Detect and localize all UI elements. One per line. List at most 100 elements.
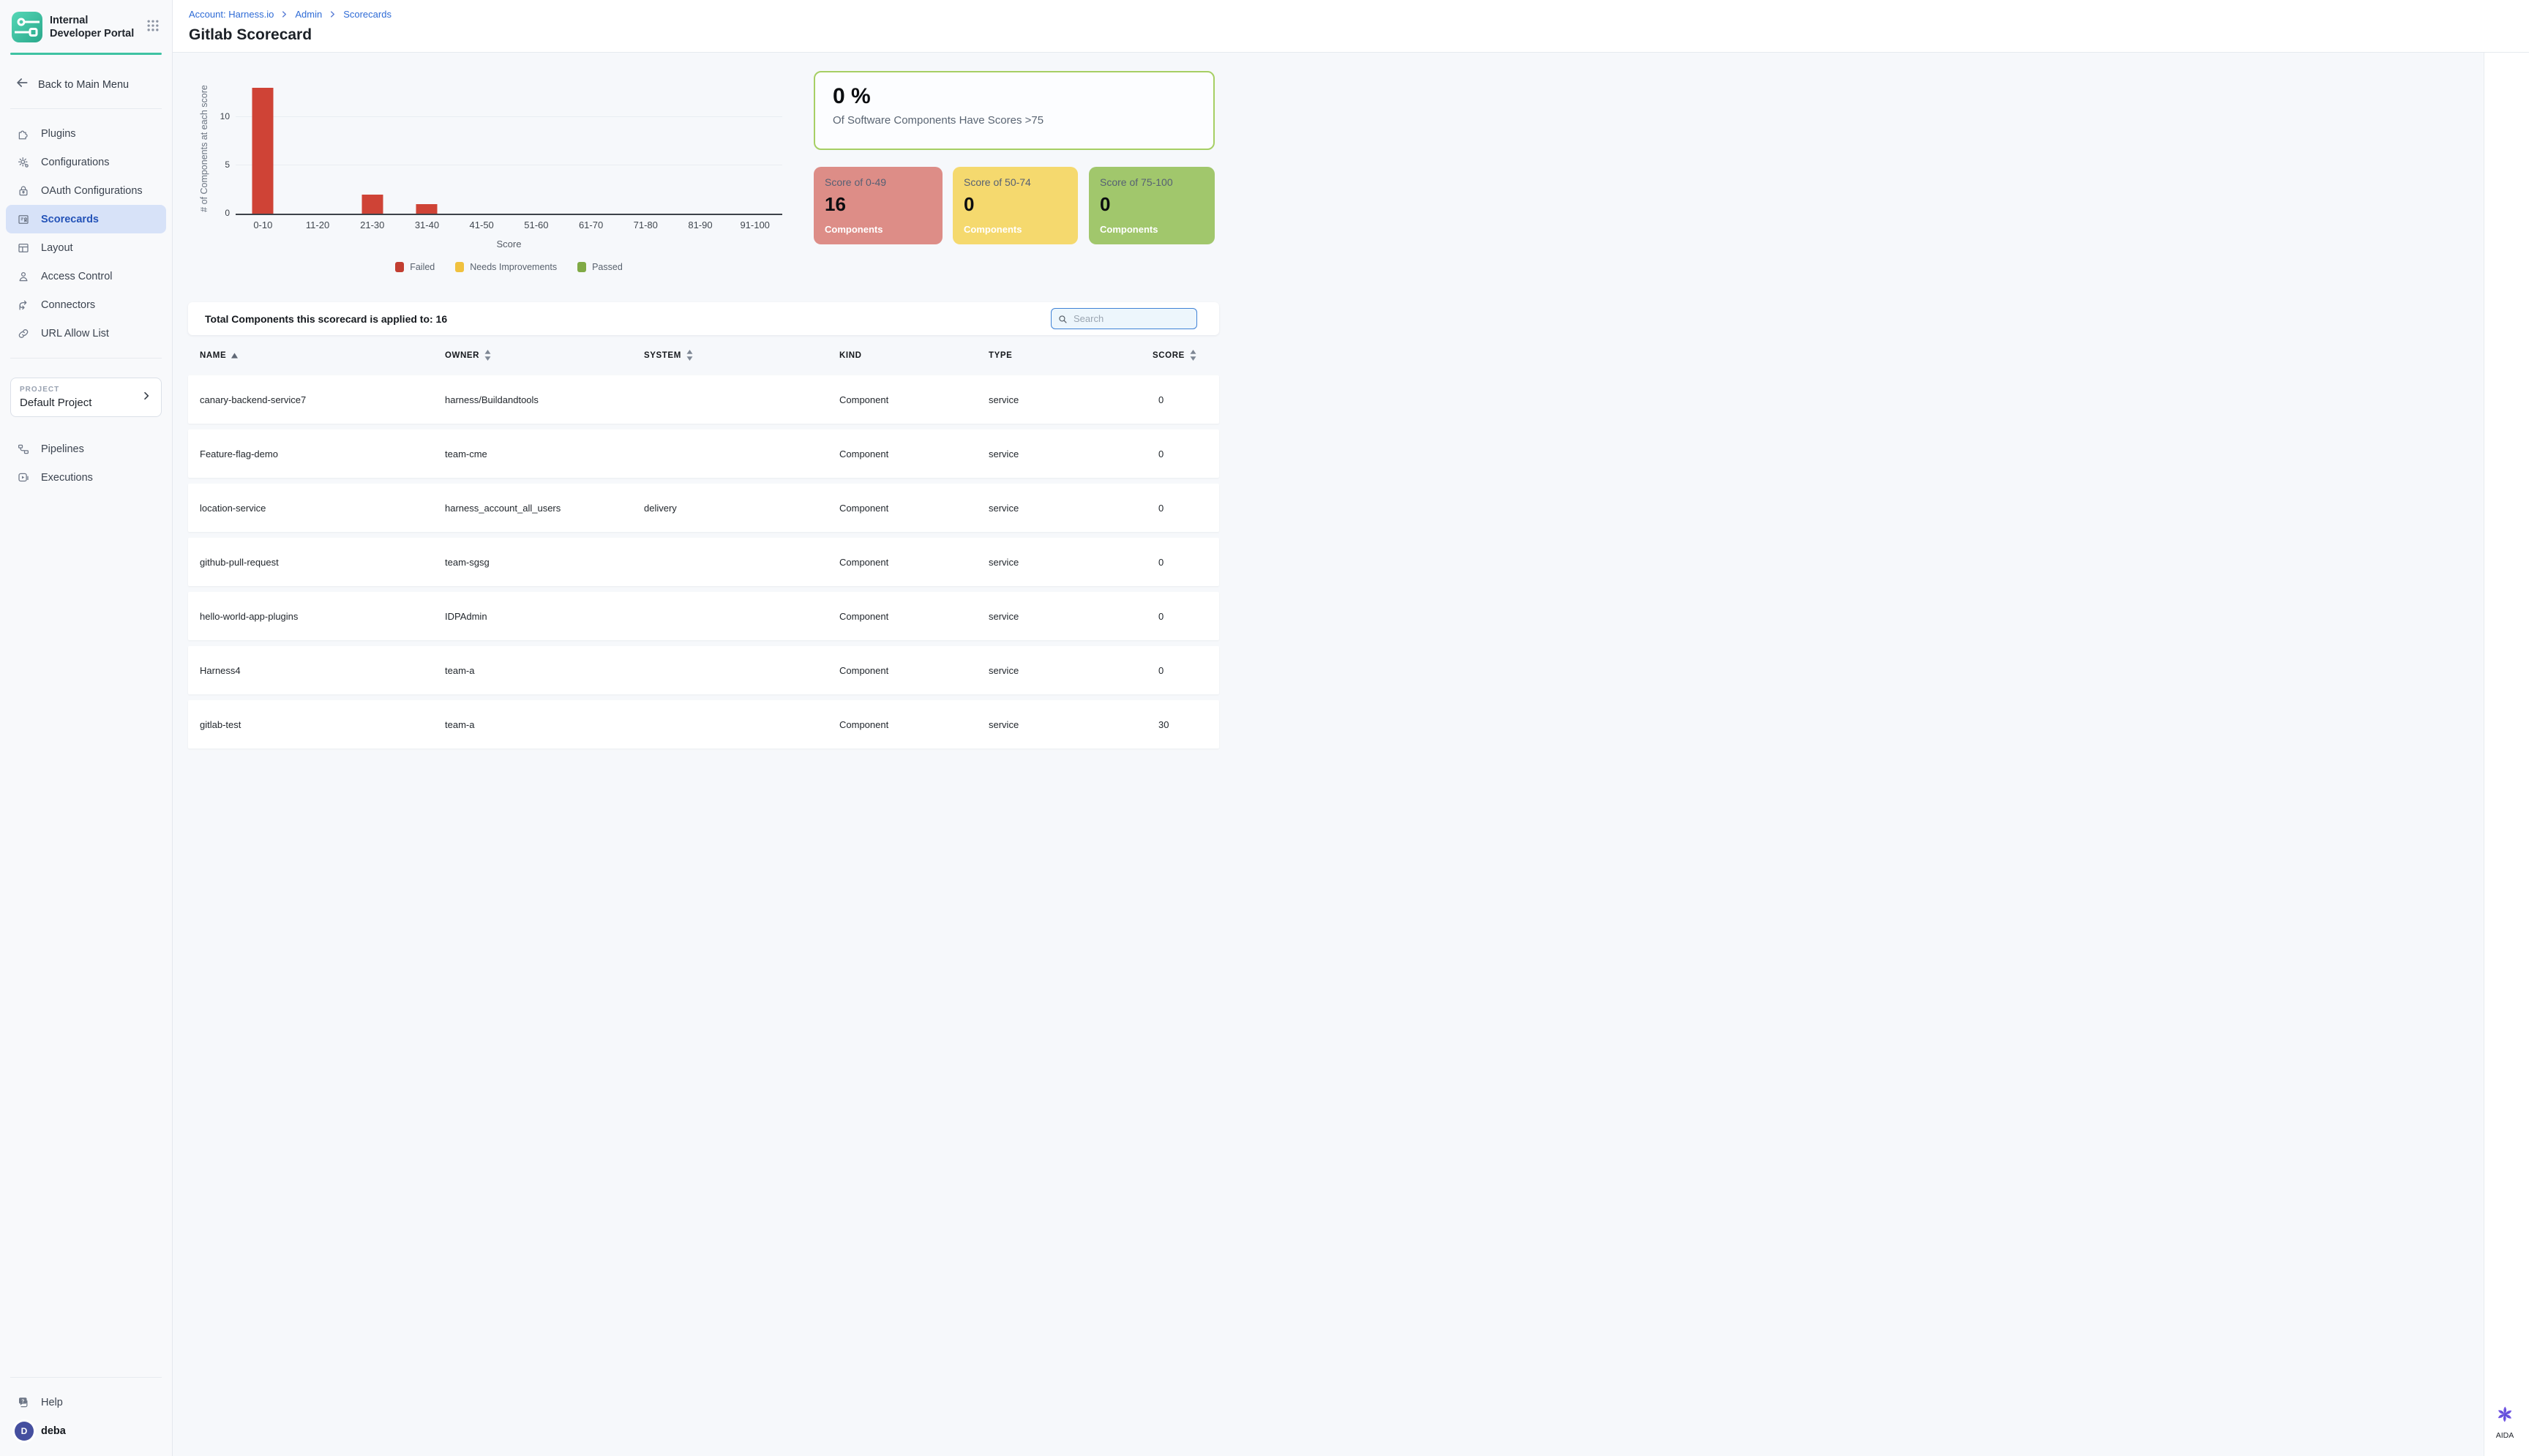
cell-owner: IDPAdmin: [445, 610, 487, 622]
column-header-score[interactable]: SCORE: [1153, 350, 1219, 361]
user-name: deba: [41, 1425, 66, 1437]
sidebar-item-url-allow-list[interactable]: URL Allow List: [0, 319, 172, 348]
table-row[interactable]: github-pull-request team-sgsg Component ser…: [188, 538, 1219, 586]
cell-name: hello-world-app-plugins: [200, 610, 299, 622]
chart-y-tick: 5: [225, 160, 230, 170]
chart-gridline: [236, 116, 782, 117]
column-header-name[interactable]: NAME: [200, 351, 445, 360]
scorecard-icon: [16, 213, 31, 226]
sidebar-item-oauth-configurations[interactable]: OAuth Configurations: [0, 176, 172, 205]
sidebar-item-scorecards[interactable]: Scorecards: [6, 205, 166, 233]
score-card-value: 16: [825, 193, 846, 215]
column-header-owner[interactable]: OWNER: [445, 350, 644, 361]
table-row[interactable]: location-service harness_account_all_user…: [188, 484, 1219, 532]
cell-owner: team-cme: [445, 448, 487, 459]
breadcrumb-admin[interactable]: Admin: [295, 9, 323, 20]
main-content: # of Components at each score 0-10 11-20 2…: [173, 53, 2484, 1456]
table-toolbar: Total Components this scorecard is appli…: [188, 302, 1219, 335]
lock-icon: [16, 184, 31, 198]
sidebar-item-executions[interactable]: Executions: [0, 463, 172, 492]
legend-swatch-icon: [455, 262, 465, 272]
sidebar-item-label: Pipelines: [41, 443, 84, 455]
search-input[interactable]: [1072, 312, 1191, 325]
cell-owner: team-a: [445, 664, 475, 676]
sidebar-item-help[interactable]: ? Help: [0, 1388, 172, 1416]
chart-x-axis-line: [236, 214, 782, 215]
chevron-right-icon: [140, 390, 152, 405]
sidebar-item-plugins[interactable]: Plugins: [0, 119, 172, 148]
sidebar-item-access-control[interactable]: Access Control: [0, 262, 172, 290]
user-menu[interactable]: D deba: [0, 1416, 172, 1446]
chart-bar-slot: [727, 83, 782, 214]
score-card-caption: Components: [1100, 224, 1158, 235]
chart-bar-slot: [509, 83, 564, 214]
chart-x-tick: 0-10: [253, 219, 273, 230]
chart-x-tick: 11-20: [305, 219, 330, 230]
pipelines-icon: [16, 443, 31, 456]
cell-score: 0: [1158, 394, 1164, 405]
legend-item: Failed: [395, 262, 435, 272]
play-icon: [16, 471, 31, 484]
project-selector[interactable]: PROJECT Default Project: [10, 378, 162, 417]
chart-x-tick: 41-50: [469, 219, 494, 230]
divider: [10, 358, 162, 359]
chart-x-tick: 81-90: [688, 219, 713, 230]
table-row[interactable]: canary-backend-service7 harness/Buildandt…: [188, 375, 1219, 424]
chart-x-tick: 71-80: [633, 219, 658, 230]
sidebar-item-configurations[interactable]: Configurations: [0, 148, 172, 176]
sidebar-item-label: Configurations: [41, 156, 110, 168]
app-grid-icon[interactable]: [146, 18, 160, 37]
cell-kind: Component: [839, 502, 889, 514]
chart-y-axis-label: # of Components at each score: [199, 85, 209, 212]
score-card-50-74: Score of 50-74 0 Components: [953, 167, 1078, 244]
legend-label: Needs Improvements: [470, 262, 558, 272]
cell-name: Harness4: [200, 664, 241, 676]
table-row[interactable]: Feature-flag-demo team-cme Component servic…: [188, 429, 1219, 478]
cell-system: delivery: [644, 502, 677, 514]
cell-name: Feature-flag-demo: [200, 448, 278, 459]
aida-assistant-button[interactable]: AIDA: [2492, 1403, 2517, 1440]
table-row[interactable]: hello-world-app-plugins IDPAdmin Component…: [188, 592, 1219, 640]
percent-caption: Of Software Components Have Scores >75: [833, 114, 1044, 127]
sidebar-item-pipelines[interactable]: Pipelines: [0, 435, 172, 463]
person-icon: [16, 270, 31, 283]
cell-kind: Component: [839, 718, 889, 730]
back-to-main-menu[interactable]: Back to Main Menu: [0, 71, 172, 98]
table-row[interactable]: Harness4 team-a Component service 0: [188, 646, 1219, 694]
score-card-value: 0: [964, 193, 975, 215]
sidebar-item-connectors[interactable]: Connectors: [0, 290, 172, 319]
cell-score: 0: [1158, 556, 1164, 568]
breadcrumb: Account: Harness.io Admin Scorecards: [189, 9, 2529, 20]
cell-kind: Component: [839, 556, 889, 568]
legend-swatch-icon: [577, 262, 587, 272]
help-label: Help: [41, 1396, 63, 1408]
sidebar-item-label: Layout: [41, 241, 73, 254]
sidebar-item-label: Connectors: [41, 299, 96, 311]
page-title: Gitlab Scorecard: [189, 26, 312, 43]
aida-flower-icon: [2494, 1403, 2516, 1429]
chart-bar-slot: [345, 83, 400, 214]
cell-type: service: [989, 448, 1019, 459]
sidebar-item-label: Executions: [41, 471, 93, 484]
puzzle-icon: [16, 127, 31, 140]
cell-type: service: [989, 556, 1019, 568]
breadcrumb-scorecards[interactable]: Scorecards: [343, 9, 391, 20]
cell-score: 0: [1158, 448, 1164, 459]
sidebar-item-label: Plugins: [41, 127, 76, 140]
sidebar-item-layout[interactable]: Layout: [0, 233, 172, 262]
cell-type: service: [989, 502, 1019, 514]
sidebar: Internal Developer Portal Back to Main M…: [0, 0, 173, 1456]
breadcrumb-account[interactable]: Account: Harness.io: [189, 9, 274, 20]
legend-label: Failed: [410, 262, 435, 272]
sidebar-item-label: Access Control: [41, 270, 113, 282]
score-card-value: 0: [1100, 193, 1111, 215]
chevron-right-icon: [280, 10, 288, 18]
chart-x-tick: 51-60: [524, 219, 549, 230]
table-row[interactable]: gitlab-test team-a Component service 30: [188, 700, 1219, 748]
score-card-title: Score of 75-100: [1100, 176, 1173, 188]
arrow-left-icon: [15, 75, 29, 94]
app-title: Internal Developer Portal: [50, 14, 135, 40]
components-table: Total Components this scorecard is appli…: [188, 302, 1219, 754]
cell-owner: harness_account_all_users: [445, 502, 561, 514]
column-header-system[interactable]: SYSTEM: [644, 350, 839, 361]
